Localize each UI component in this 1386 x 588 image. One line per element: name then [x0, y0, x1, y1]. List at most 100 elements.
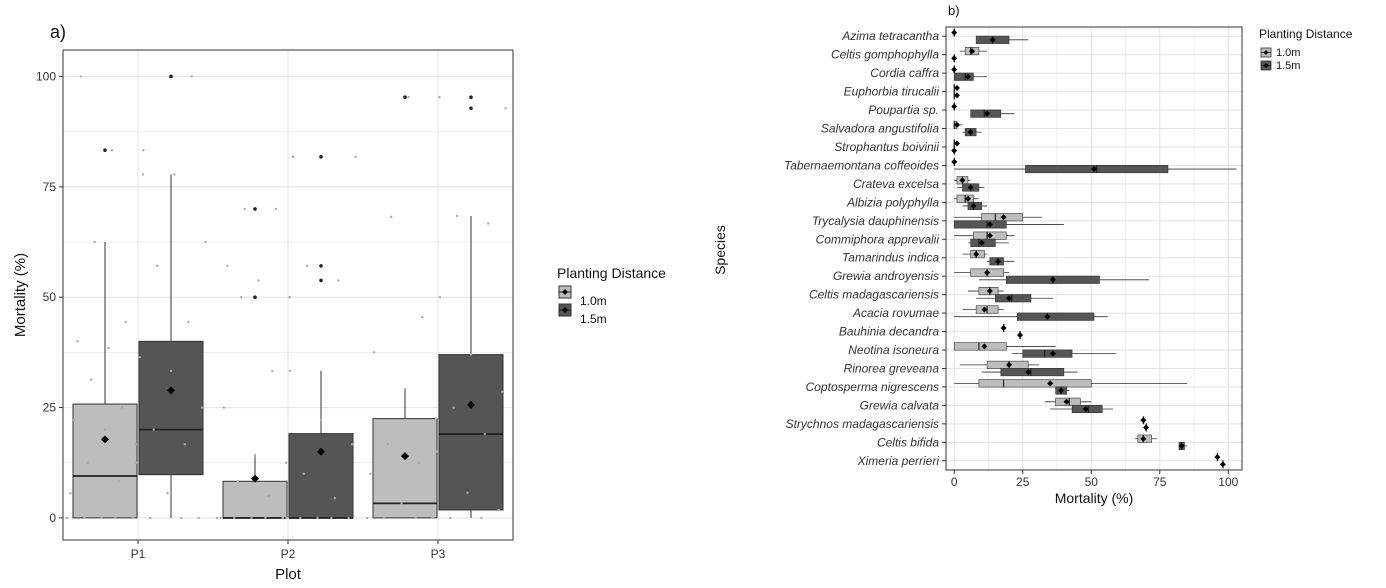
box-outlier: [253, 295, 257, 300]
panel-b-legend: Planting Distance 1.0m 1.5m: [1259, 27, 1353, 72]
jitter-point: [305, 264, 309, 268]
mean-marker: [951, 29, 958, 36]
mean-marker: [401, 452, 409, 461]
mean-marker: [984, 110, 991, 117]
jitter-point: [504, 107, 507, 110]
mean-marker: [1017, 332, 1023, 339]
panel-a-x-ticks: P1 P2 P3: [131, 540, 446, 561]
box: [288, 433, 354, 519]
mean-marker: [1219, 461, 1226, 468]
jitter-point: [100, 516, 103, 520]
panel-a-x-title: Plot: [275, 566, 302, 583]
box: [438, 354, 504, 511]
mean-marker: [951, 66, 958, 73]
jitter-point: [431, 516, 435, 520]
box-outlier: [319, 264, 323, 268]
y-tick-label: Azima tetracantha: [841, 29, 939, 43]
mean-marker: [167, 386, 175, 395]
jitter-point: [414, 516, 417, 520]
panel-b-grid: [946, 27, 1242, 470]
panel-b-marks: [951, 28, 1237, 469]
mean-marker: [986, 288, 993, 295]
y-tick-label: Strophantus boivinii: [834, 140, 939, 154]
jitter-point: [434, 417, 438, 420]
mean-marker: [986, 221, 993, 228]
mean-marker: [1044, 313, 1051, 320]
jitter-point: [233, 516, 236, 520]
jitter-point: [69, 492, 72, 495]
jitter-point: [222, 406, 226, 409]
legend-key-mean: [1263, 50, 1269, 55]
jitter-point: [316, 516, 319, 520]
jitter-point: [347, 516, 350, 520]
jitter-point: [350, 443, 354, 446]
legend-key-mean: [1263, 63, 1269, 68]
box: [72, 403, 138, 519]
jitter-point: [288, 369, 292, 373]
box-outlier: [469, 106, 473, 111]
y-tick-label: 75: [43, 180, 57, 194]
y-tick-label: Poupartia sp.: [868, 103, 939, 117]
y-tick-label: 50: [43, 290, 57, 304]
jitter-point: [365, 516, 369, 520]
mean-marker: [1000, 214, 1007, 221]
mean-marker: [986, 232, 993, 239]
box: [222, 480, 288, 519]
jitter-point: [86, 461, 89, 464]
jitter-point: [466, 491, 469, 494]
jitter-point: [386, 443, 389, 446]
mean-marker: [1006, 295, 1013, 302]
y-tick-label: Rinorea greveana: [844, 361, 940, 375]
jitter-point: [469, 353, 473, 356]
jitter-point: [267, 494, 271, 498]
mean-marker: [1140, 417, 1147, 424]
box: [1016, 312, 1095, 321]
panel-a-legend: Planting Distance 1.0m 1.5m: [557, 265, 666, 326]
mean-marker: [1006, 361, 1013, 368]
panel-a-label: a): [50, 22, 66, 42]
jitter-point: [369, 472, 372, 475]
jitter-point: [121, 406, 124, 409]
panel-a-y-title: Mortality (%): [12, 253, 29, 337]
panel-a-marks: [65, 74, 507, 520]
jitter-point: [239, 296, 243, 299]
mean-marker: [1025, 369, 1032, 376]
panel-b-y-title: Species: [712, 225, 728, 275]
mean-marker: [1178, 442, 1185, 449]
jitter-point: [302, 472, 305, 475]
y-tick-label: Strychnos madagascariensis: [786, 417, 939, 431]
jitter-point: [169, 369, 173, 373]
y-tick-label: Bauhinia decandra: [839, 325, 939, 339]
jitter-point: [435, 450, 438, 453]
box: [953, 72, 974, 81]
jitter-point: [138, 356, 142, 359]
panel-b-label: b): [948, 3, 960, 18]
y-tick-label: Coptosperma nigrescens: [806, 380, 939, 394]
mean-marker: [951, 103, 958, 110]
x-tick-label: 50: [1085, 475, 1099, 489]
mean-marker: [1049, 276, 1056, 283]
jitter-point: [480, 516, 483, 520]
mean-marker: [1063, 398, 1070, 405]
y-tick-label: Salvadora angustifolia: [821, 122, 939, 136]
y-tick-label: Grewia androyensis: [833, 269, 939, 283]
mean-marker: [1091, 166, 1097, 173]
jitter-point: [417, 461, 421, 464]
jitter-point: [257, 279, 260, 282]
mean-marker: [1047, 380, 1054, 387]
y-tick-label: Crateva excelsa: [853, 177, 939, 191]
y-tick-label: Neotina isoneura: [848, 343, 939, 357]
mean-marker: [995, 258, 1002, 265]
mean-marker: [1000, 324, 1007, 331]
mean-marker: [959, 177, 966, 184]
box: [953, 342, 1007, 351]
jitter-point: [236, 480, 239, 483]
box: [953, 220, 1007, 229]
jitter-point: [284, 461, 288, 464]
jitter-point: [226, 264, 229, 268]
jitter-point: [131, 516, 135, 520]
mean-marker: [317, 447, 325, 456]
panel-a-legend-entry-2: 1.5m: [580, 312, 607, 326]
jitter-point: [107, 346, 110, 350]
